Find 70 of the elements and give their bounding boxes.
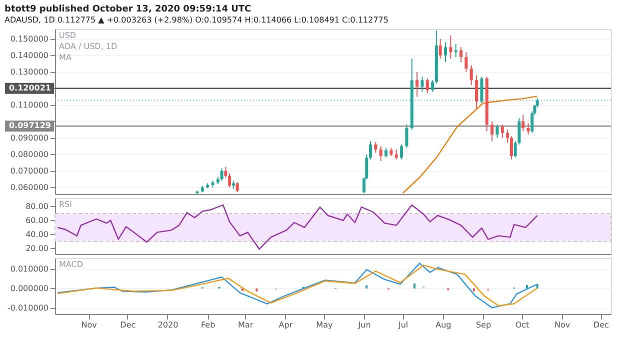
y-tick-label: 0.090000 bbox=[10, 133, 48, 142]
candlestick bbox=[379, 146, 382, 162]
x-tick-label: Jun bbox=[357, 320, 371, 330]
candlestick bbox=[394, 148, 398, 160]
annotation: RSI bbox=[59, 200, 72, 209]
x-tick-label: Nov bbox=[554, 320, 570, 330]
x-tick-label: Apr bbox=[278, 320, 294, 330]
candlestick bbox=[496, 124, 499, 138]
candlestick bbox=[444, 42, 447, 62]
candlestick bbox=[420, 76, 424, 92]
candlestick bbox=[480, 76, 484, 104]
y-tick-label: 0.060000 bbox=[10, 182, 48, 192]
candlestick bbox=[460, 46, 463, 62]
candlestick bbox=[228, 172, 232, 188]
candlestick bbox=[500, 124, 504, 138]
candlestick bbox=[369, 140, 372, 160]
y-tick-label: 20.00 bbox=[26, 244, 48, 253]
candlestick bbox=[438, 38, 442, 60]
y-tick-label: 60.00 bbox=[26, 216, 48, 225]
candlestick bbox=[236, 182, 239, 193]
ref-line-label: 0.097129 bbox=[8, 121, 52, 130]
annotation: MA bbox=[59, 53, 72, 62]
y-tick-label: 0.130000 bbox=[10, 67, 48, 76]
y-tick-label: 0.110000 bbox=[10, 100, 48, 110]
candlestick bbox=[475, 74, 478, 109]
candlestick bbox=[454, 43, 458, 58]
x-tick-label: Oct bbox=[515, 320, 530, 330]
candlestick bbox=[224, 166, 228, 178]
candlestick bbox=[449, 35, 452, 60]
y-tick-label: -0.010000 bbox=[7, 304, 48, 313]
y-tick-label: 0.010000 bbox=[10, 264, 48, 274]
annotation: MACD bbox=[59, 260, 83, 269]
candlestick bbox=[220, 168, 224, 182]
candlestick bbox=[431, 80, 434, 92]
chart-subtitle: ADAUSD, 1D 0.112775 ▲ +0.003263 (+2.98%) O:0.109574 H:0.114066 L:0.108491 C:0.112775 bbox=[4, 16, 388, 24]
candlestick bbox=[464, 52, 468, 72]
x-tick-label: Aug bbox=[436, 320, 452, 330]
x-tick-label: Sep bbox=[476, 320, 492, 330]
x-tick-label: Mar bbox=[238, 320, 254, 330]
x-tick-label: Feb bbox=[200, 320, 216, 330]
x-tick-label: Dec bbox=[593, 320, 609, 330]
candlestick bbox=[470, 64, 473, 86]
ref-line-label: 0.120021 bbox=[8, 83, 52, 92]
x-tick-label: Nov bbox=[81, 320, 98, 330]
y-tick-label: 0.000000 bbox=[10, 284, 48, 293]
candlestick bbox=[400, 144, 404, 160]
y-tick-label: 0.140000 bbox=[10, 50, 48, 60]
annotation: ADA / USD, 1D bbox=[59, 42, 118, 51]
candlestick bbox=[416, 71, 419, 98]
x-tick-label: 2020 bbox=[158, 320, 178, 330]
x-tick-label: May bbox=[316, 320, 333, 330]
candlestick bbox=[490, 120, 494, 142]
candlestick bbox=[522, 114, 525, 132]
annotation: USD bbox=[59, 31, 76, 40]
chart-title: btott9 published October 13, 2020 09:59:14 UTC bbox=[4, 4, 252, 14]
y-tick-label: 0.080000 bbox=[10, 150, 48, 159]
candlestick bbox=[510, 136, 513, 160]
y-tick-label: 40.00 bbox=[26, 230, 48, 239]
y-tick-label: 80.00 bbox=[26, 202, 48, 211]
candlestick bbox=[405, 124, 408, 148]
candlestick bbox=[374, 142, 378, 154]
y-tick-label: 0.070000 bbox=[10, 166, 48, 176]
y-tick-label: 0.150000 bbox=[10, 34, 48, 44]
x-tick-label: Jul bbox=[397, 320, 408, 330]
x-tick-label: Dec bbox=[120, 320, 136, 330]
candlestick bbox=[426, 78, 429, 94]
line-series bbox=[402, 96, 538, 194]
candlestick bbox=[506, 129, 510, 144]
candlestick bbox=[526, 122, 530, 136]
candlestick bbox=[384, 147, 388, 158]
